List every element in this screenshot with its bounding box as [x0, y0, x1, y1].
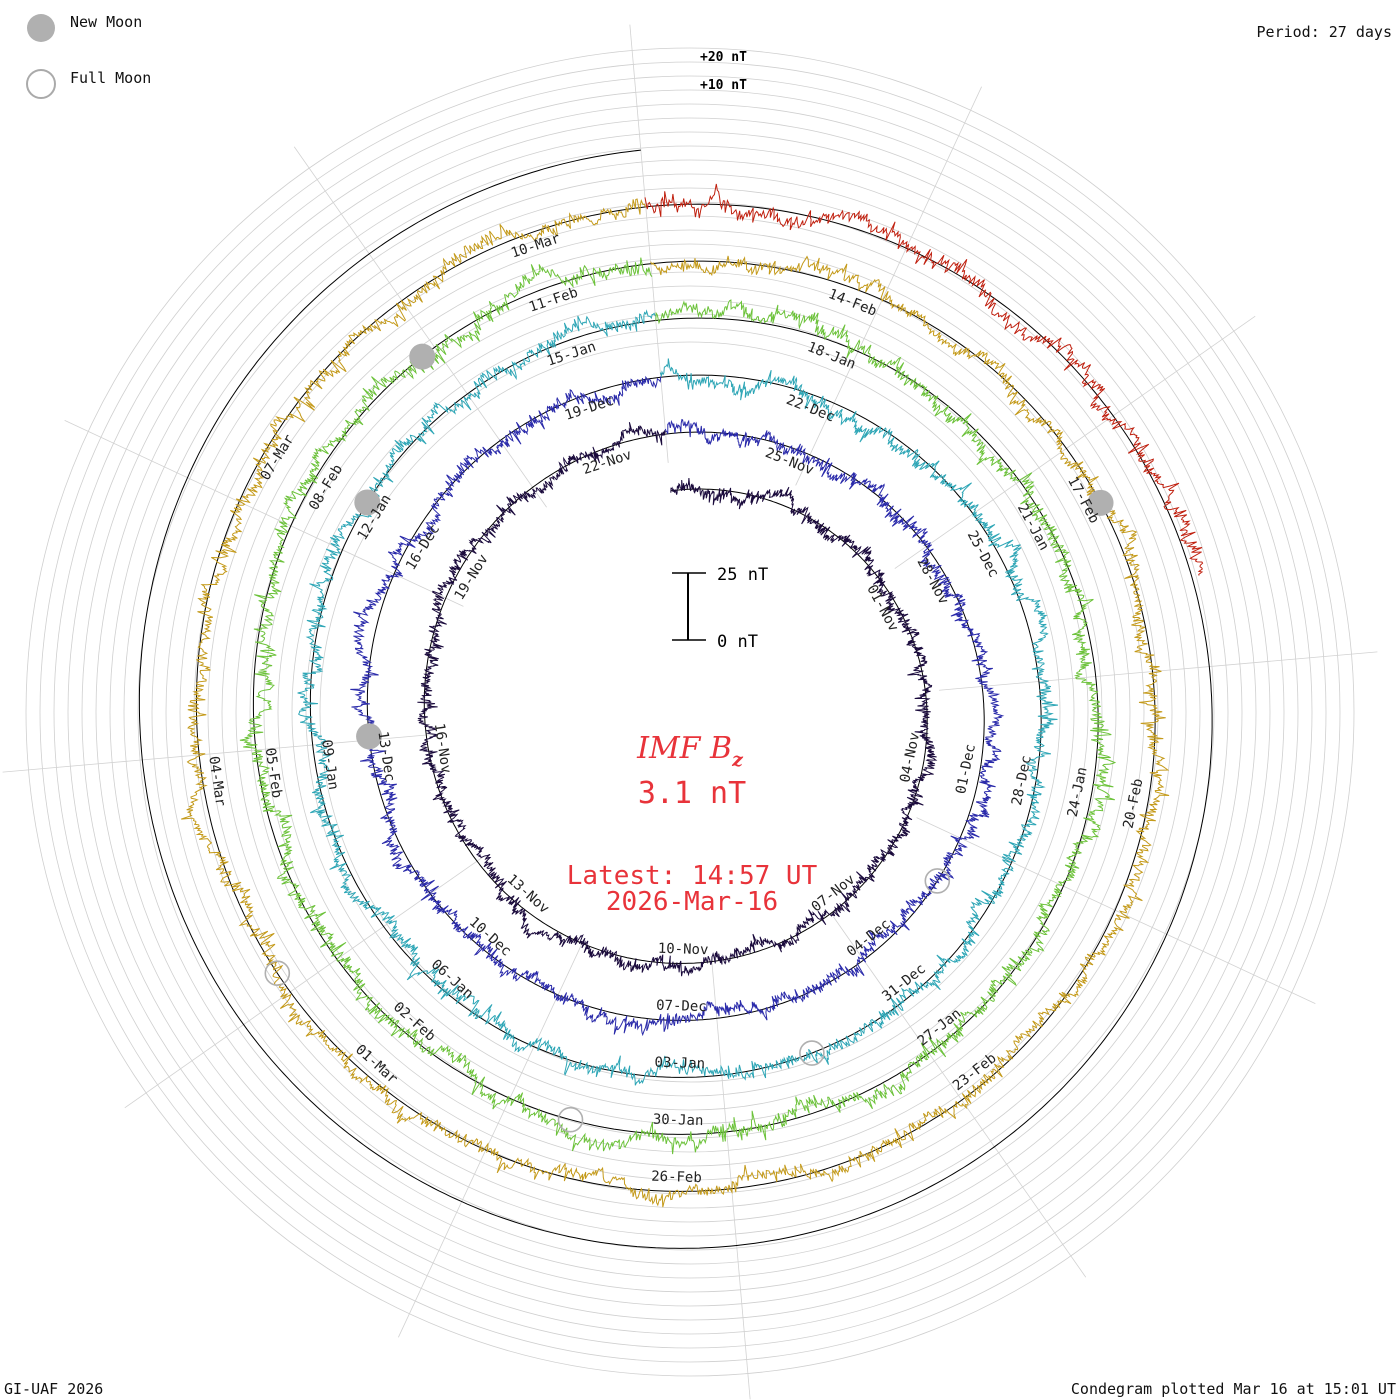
day-spoke: [894, 315, 1256, 569]
date-label: 09-Jan: [318, 739, 341, 791]
day-spoke: [795, 86, 982, 486]
zero-baselines: [138, 149, 1213, 1249]
date-label: 04-Dec: [844, 916, 894, 960]
day-spoke: [124, 855, 486, 1109]
grid-ring: [179, 201, 1201, 1223]
date-label: 26-Feb: [651, 1169, 702, 1186]
scale-bar: 25 nT 0 nT: [672, 565, 768, 652]
new-moon-marker: [1087, 489, 1114, 516]
series-2026-Jan-16: [239, 257, 1117, 1155]
new-moon-legend-label: New Moon: [70, 13, 142, 31]
series-2025-Nov-23: [350, 375, 1005, 1037]
grid-ring: [319, 341, 1061, 1083]
grid-ring: [123, 145, 1257, 1279]
plotted-label: Condegram plotted Mar 16 at 15:01 UT: [1070, 1380, 1396, 1398]
date-label: 11-Feb: [527, 285, 580, 316]
grid-ring: [53, 75, 1327, 1349]
full-moon-legend-label: Full Moon: [70, 69, 151, 87]
date-label: 13-Dec: [374, 730, 397, 782]
date-label: 30-Jan: [653, 1112, 704, 1129]
grid-ring: [137, 159, 1243, 1265]
latest-date: 2026-Mar-16: [606, 887, 778, 917]
grid-ring: [67, 89, 1313, 1335]
day-spoke: [398, 938, 585, 1338]
date-label: 16-Nov: [431, 722, 454, 774]
date-label: 07-Dec: [656, 998, 707, 1015]
series-2026-Oct-27: [417, 422, 938, 977]
scale-bar-top-label: 25 nT: [717, 565, 768, 585]
grid-ring: [249, 271, 1131, 1153]
full-moon-legend-icon: [26, 69, 56, 99]
date-label: 14-Feb: [826, 286, 879, 320]
grid-ring: [109, 131, 1271, 1293]
new-moon-legend-icon: [27, 14, 55, 42]
date-label: 16-Dec: [403, 522, 443, 573]
grid-ring: [151, 173, 1229, 1251]
grid-ring: [305, 327, 1075, 1097]
day-spoke: [939, 651, 1378, 691]
chart-title-subscript: z: [731, 749, 744, 771]
ring-grid: [25, 47, 1355, 1377]
chart-title-main: IMF B: [636, 731, 732, 766]
date-label: 10-Nov: [658, 941, 709, 958]
date-label: 31-Dec: [879, 961, 929, 1005]
day-spoke: [293, 146, 547, 508]
date-label: 04-Mar: [205, 755, 228, 807]
date-label: 10-Mar: [509, 230, 562, 261]
grid-ring: [165, 187, 1215, 1237]
date-label: 19-Nov: [452, 552, 492, 603]
full-moon-marker: [264, 960, 291, 987]
day-spoke: [64, 420, 464, 607]
new-moon-marker: [354, 489, 381, 516]
chart-title: IMF Bz: [636, 731, 744, 771]
day-spoke: [711, 961, 751, 1400]
date-label: 04-Nov: [897, 731, 923, 784]
grid-ring: [95, 117, 1285, 1307]
grid-ring: [193, 215, 1187, 1209]
day-spoke: [833, 916, 1087, 1278]
credit-label: GI-UAF 2026: [4, 1380, 104, 1398]
baseline-rotation-2: [366, 376, 985, 1021]
series-2026-Feb-12: [181, 198, 1170, 1208]
grid-ring: [207, 229, 1173, 1195]
baseline-rotation-6: [138, 149, 1213, 1249]
data-series: [181, 183, 1204, 1208]
new-moon-marker: [409, 343, 436, 370]
series-2025-Dec-20: [297, 309, 1059, 1086]
date-label: 20-Feb: [1121, 777, 1147, 830]
date-label: 01-Nov: [863, 582, 901, 634]
date-label: 18-Jan: [805, 339, 858, 373]
date-label: 01-Mar: [352, 1042, 400, 1088]
scale-bar-bottom-label: 0 nT: [717, 632, 758, 652]
grid-ring: [291, 313, 1089, 1111]
day-spoke: [629, 24, 669, 463]
grid-ring: [25, 47, 1355, 1377]
full-moon-marker: [924, 868, 951, 894]
latest-time: Latest: 14:57 UT: [567, 861, 818, 891]
full-moon-marker: [799, 1040, 825, 1066]
date-label: 03-Jan: [654, 1055, 705, 1072]
date-label: 05-Feb: [262, 747, 285, 799]
period-label: Period: 27 days: [1256, 23, 1392, 41]
new-moon-marker: [356, 723, 383, 750]
grid-ring: [81, 103, 1299, 1321]
ring-scale-label-10: +10 nT: [700, 78, 747, 93]
series-2026-Mar-11: [644, 183, 1204, 576]
date-label: 28-Dec: [1009, 754, 1035, 807]
moon-markers: [264, 343, 1114, 1133]
grid-ring: [277, 299, 1103, 1125]
day-spoke: [916, 817, 1316, 1004]
date-label: 22-Nov: [581, 447, 634, 478]
date-label: 01-Dec: [953, 743, 979, 796]
date-label: 13-Nov: [504, 871, 552, 917]
grid-ring: [39, 61, 1341, 1363]
day-spokes: [2, 24, 1378, 1400]
date-label: 22-Dec: [784, 392, 837, 426]
full-moon-marker: [557, 1106, 584, 1133]
grid-ring: [235, 257, 1145, 1167]
ring-scale-label-20: +20 nT: [700, 50, 747, 65]
current-value: 3.1 nT: [638, 776, 746, 811]
